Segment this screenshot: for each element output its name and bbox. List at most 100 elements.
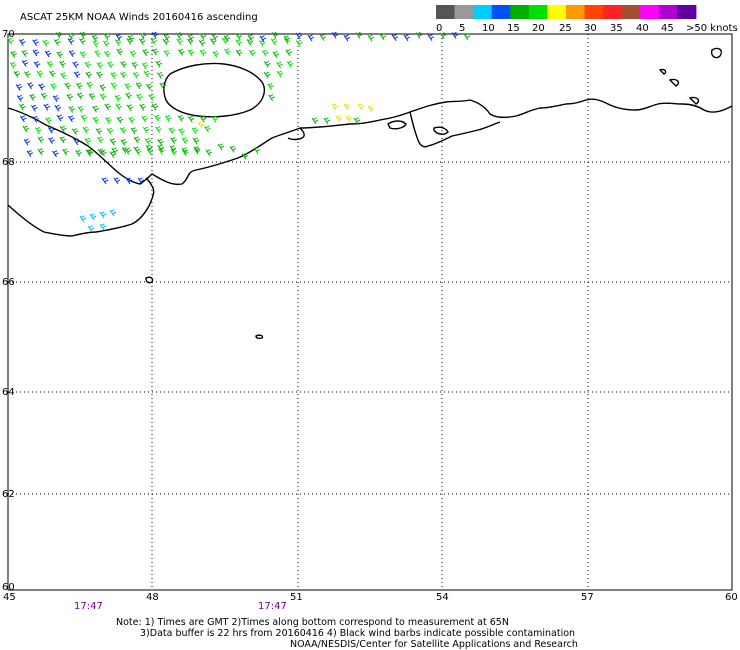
wind-barb — [27, 82, 34, 90]
lat-label-60: 60 — [2, 582, 15, 593]
legend-label: 40 — [636, 23, 649, 34]
wind-barb — [124, 83, 131, 91]
wind-barb — [247, 34, 255, 42]
map-title: ASCAT 25KM NOAA Winds 20160416 ascending — [20, 12, 258, 23]
lon-label-60: 60 — [725, 592, 738, 603]
wind-barb — [126, 104, 134, 112]
wind-barb — [311, 117, 319, 125]
wind-barb — [199, 49, 207, 57]
wind-barb — [268, 94, 275, 102]
wind-barb — [99, 211, 107, 219]
wind-barb — [191, 127, 199, 135]
wind-barb — [97, 148, 105, 156]
legend-swatch — [547, 5, 567, 19]
wind-barb — [391, 34, 399, 41]
coast-kola-peninsula — [7, 107, 301, 186]
wind-barb — [21, 50, 29, 57]
wind-barb — [64, 82, 72, 90]
lat-label-70: 70 — [2, 29, 15, 40]
legend-label: 25 — [559, 23, 572, 34]
wind-barb — [76, 92, 84, 100]
wind-barb — [178, 48, 185, 56]
wind-barb — [110, 72, 117, 79]
wind-barb — [19, 103, 26, 111]
wind-barb — [276, 61, 283, 69]
pass-time-2: 17:47 — [258, 601, 287, 612]
coast-yugorsky — [710, 47, 722, 59]
wind-barb — [142, 126, 150, 134]
lat-label-66: 66 — [2, 277, 15, 288]
wind-barb — [115, 33, 123, 41]
coastlines — [7, 47, 733, 340]
wind-barb — [32, 49, 40, 57]
legend-label: 15 — [507, 23, 520, 34]
wind-barb — [198, 39, 206, 47]
wind-barb — [212, 50, 220, 58]
wind-barb — [331, 31, 339, 39]
wind-barb — [223, 34, 231, 42]
wind-barb — [331, 103, 339, 111]
wind-barb — [235, 39, 243, 47]
legend-label: 5 — [459, 23, 465, 34]
wind-barb — [357, 103, 365, 111]
wind-barb — [335, 115, 343, 123]
wind-barb — [133, 136, 141, 144]
wind-barb — [38, 83, 45, 91]
wind-barb — [403, 34, 411, 42]
coast-small-island-4 — [255, 334, 264, 340]
wind-barb — [154, 114, 161, 122]
wind-barb — [92, 116, 100, 124]
coast-kolguev-island — [163, 62, 266, 118]
wind-barb — [111, 147, 119, 155]
wind-barb — [59, 60, 66, 68]
lon-label-54: 54 — [436, 592, 449, 603]
wind-barb — [353, 117, 361, 125]
legend-swatch — [603, 5, 623, 19]
coast-kanin-nose — [287, 127, 305, 141]
wind-barb — [44, 50, 52, 58]
wind-barb — [295, 39, 303, 47]
wind-barb — [199, 115, 207, 123]
longitude-labels: 45 48 51 54 57 60 — [3, 592, 738, 603]
lat-label-64: 64 — [2, 387, 15, 398]
wind-barb — [72, 61, 79, 69]
coast-kandalaksha-gulf — [7, 185, 155, 237]
wind-barb — [100, 149, 107, 157]
wind-barb — [181, 147, 189, 155]
wind-barb — [156, 72, 164, 79]
wind-barb — [102, 40, 110, 48]
wind-barb — [261, 49, 269, 57]
wind-barb — [187, 115, 195, 123]
wind-barb — [135, 82, 143, 90]
legend-swatch — [454, 5, 474, 19]
wind-barb — [271, 31, 279, 39]
wind-barb — [96, 71, 103, 79]
legend-label: 0 — [436, 23, 442, 34]
wind-barb — [36, 70, 44, 78]
wind-barb — [113, 177, 121, 185]
wind-barb — [175, 32, 183, 40]
wind-barb — [169, 145, 177, 153]
wind-barb — [109, 138, 117, 146]
legend-label: 45 — [661, 23, 674, 34]
wind-barb — [114, 94, 122, 102]
legend-swatch — [473, 5, 493, 19]
wind-barb — [176, 38, 184, 45]
wind-barb — [119, 127, 127, 134]
wind-barb — [138, 38, 146, 45]
wind-barb — [124, 147, 132, 155]
wind-barb — [146, 148, 154, 156]
legend-label: 20 — [532, 23, 545, 34]
wind-barb — [116, 116, 124, 124]
wind-barb — [270, 38, 278, 46]
wind-barb — [110, 82, 118, 90]
wind-barb — [343, 34, 351, 42]
wind-barb — [125, 92, 132, 100]
wind-barb — [59, 136, 67, 144]
wind-barb — [105, 117, 112, 124]
wind-barb — [157, 138, 164, 146]
lat-label-68: 68 — [2, 157, 15, 168]
wind-barb — [170, 148, 178, 156]
wind-barb — [121, 146, 129, 154]
